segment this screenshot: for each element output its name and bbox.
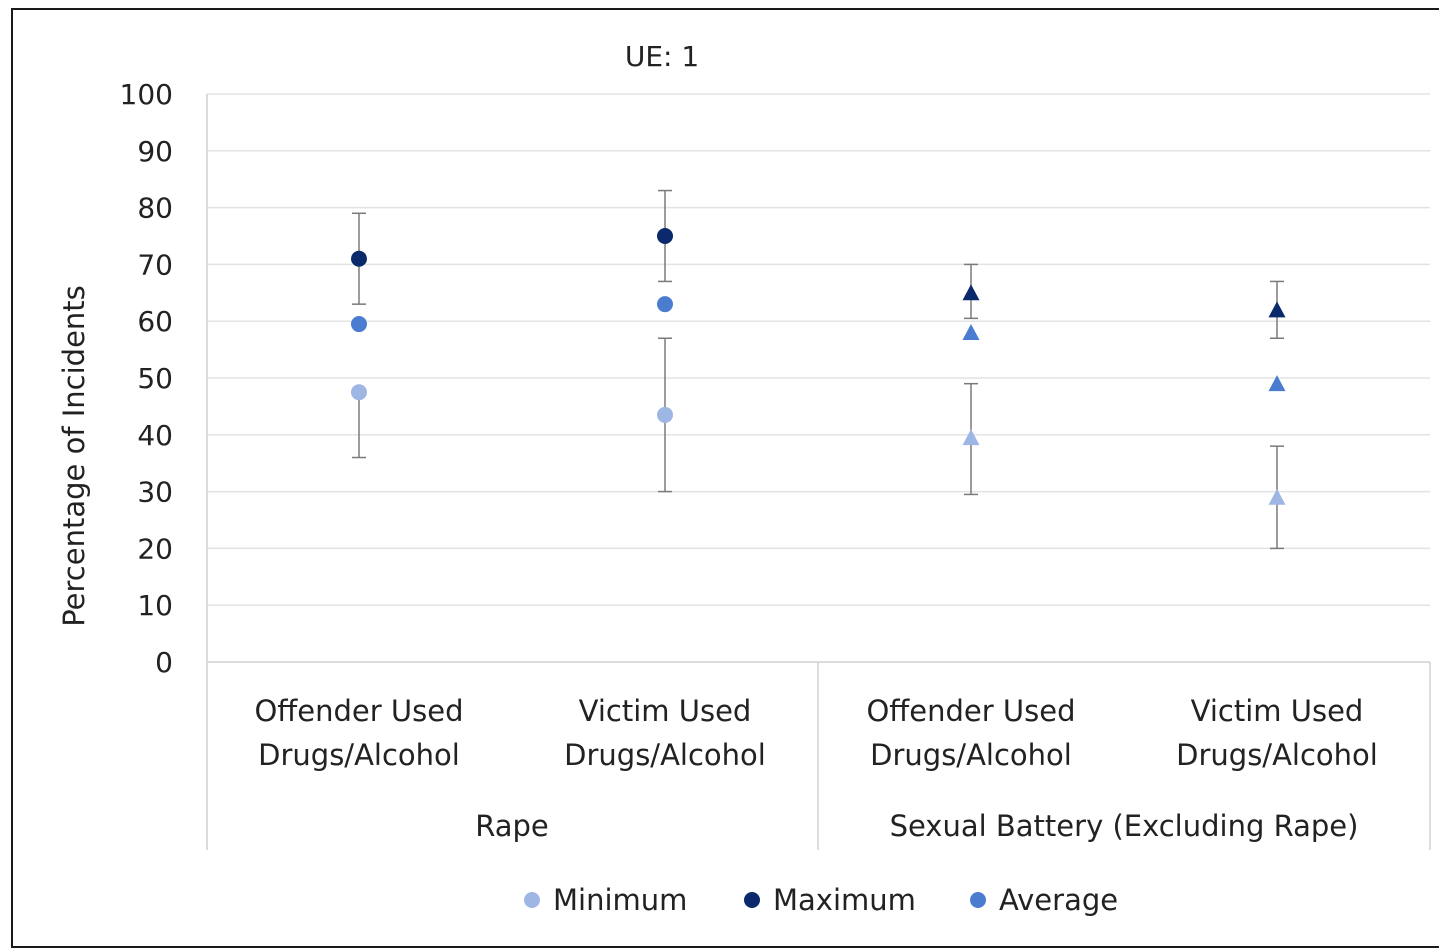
x-category-label: Drugs/Alcohol: [564, 738, 766, 772]
y-tick-label: 60: [137, 305, 173, 338]
y-tick-label: 70: [137, 248, 173, 281]
y-tick-label: 50: [137, 362, 173, 395]
x-category-label: Drugs/Alcohol: [870, 738, 1072, 772]
axis-lines: [206, 94, 1431, 850]
maximum-point: [962, 284, 980, 301]
x-category-label: Victim Used: [1191, 694, 1364, 728]
legend-marker: [744, 892, 760, 908]
y-tick-label: 80: [137, 192, 173, 225]
x-group-label: Rape: [475, 809, 549, 843]
average-point: [1268, 375, 1286, 392]
x-category-label: Offender Used: [254, 694, 463, 728]
minimum-point: [962, 429, 980, 446]
average-point: [657, 296, 673, 313]
x-axis-group-labels: Rape Sexual Battery (Excluding Rape): [475, 809, 1358, 843]
x-group-label: Sexual Battery (Excluding Rape): [890, 809, 1359, 843]
y-tick-label: 30: [137, 476, 173, 509]
y-axis-label: Percentage of Incidents: [57, 285, 91, 627]
y-tick-label: 20: [137, 532, 173, 565]
chart-frame: [11, 8, 1439, 948]
legend-marker: [970, 892, 986, 908]
error-bars: [352, 189, 1284, 550]
x-category-label: Drugs/Alcohol: [1176, 738, 1378, 772]
maximum-point: [1268, 301, 1286, 318]
y-tick-label: 90: [137, 135, 173, 168]
minimum-point: [1268, 488, 1286, 505]
average-point: [351, 316, 367, 333]
legend-item: Average: [970, 883, 1118, 917]
y-tick-label: 40: [137, 419, 173, 452]
legend-label: Minimum: [553, 883, 687, 917]
x-axis-category-labels: Offender Used Drugs/Alcohol Victim Used Dru…: [254, 694, 1377, 772]
x-category-label: Offender Used: [866, 694, 1075, 728]
legend-label: Average: [999, 883, 1118, 917]
y-tick-label: 0: [155, 646, 173, 679]
minimum-point: [351, 384, 367, 401]
data-markers: [351, 228, 1286, 505]
x-category-label: Drugs/Alcohol: [258, 738, 460, 772]
legend-item: Minimum: [524, 883, 687, 917]
legend-label: Maximum: [773, 883, 916, 917]
x-category-label: Victim Used: [579, 694, 752, 728]
legend: Minimum Maximum Average: [524, 883, 1118, 917]
minimum-point: [657, 406, 673, 423]
legend-item: Maximum: [744, 883, 916, 917]
y-tick-label: 100: [120, 78, 173, 111]
average-point: [962, 324, 980, 341]
chart-title: UE: 1: [625, 40, 699, 73]
y-tick-label: 10: [137, 589, 173, 622]
maximum-point: [657, 228, 673, 244]
legend-marker: [524, 892, 540, 908]
gridlines: [207, 93, 1430, 663]
maximum-point: [351, 250, 367, 267]
y-axis-tick-labels: 0 10 20 30 40 50 60 70 80 90 100: [120, 78, 173, 679]
